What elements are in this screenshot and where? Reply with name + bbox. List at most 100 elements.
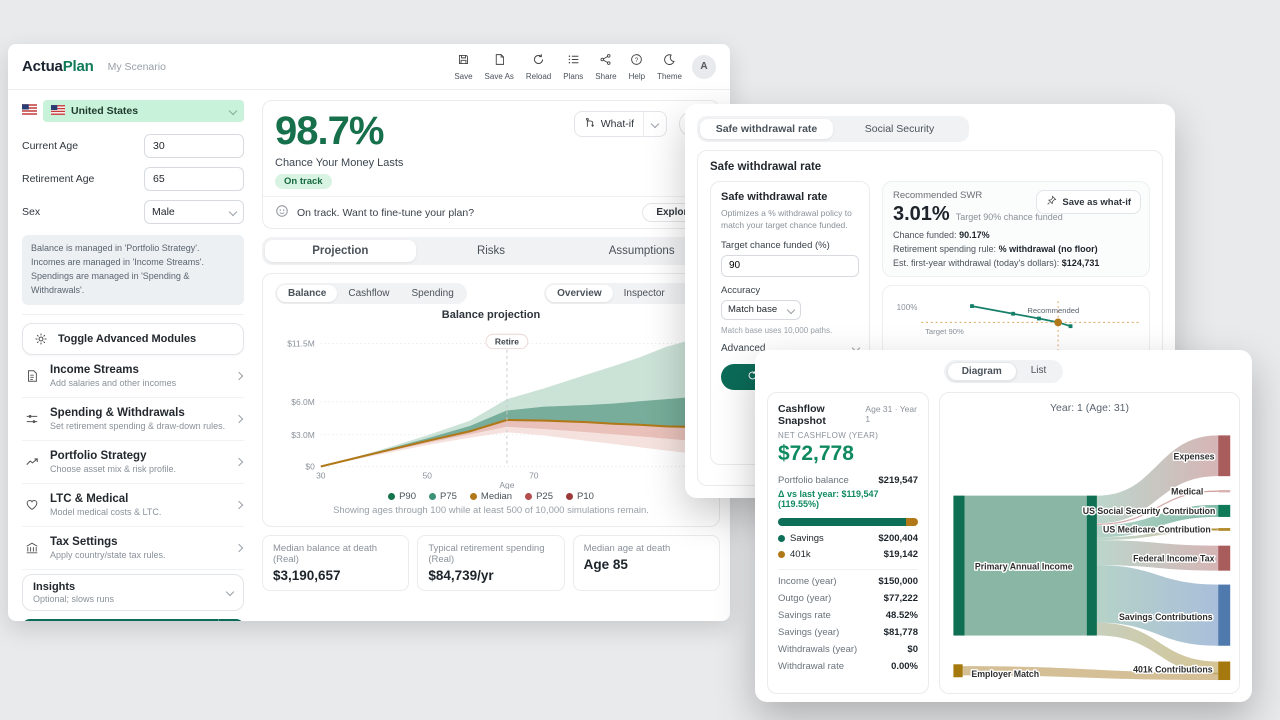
retirement-age-input[interactable] (144, 167, 244, 191)
flow-medical[interactable] (1096, 490, 1219, 525)
subtab-cashflow[interactable]: Cashflow (348, 288, 390, 299)
target-chance-label: Target chance funded (%) (721, 239, 830, 251)
app-header: ActuaPlan My Scenario Save Save As Reloa… (8, 44, 730, 90)
save-button[interactable]: Save (454, 53, 473, 81)
subtab-spending[interactable]: Spending (411, 288, 454, 299)
legend-dot-p25 (525, 493, 533, 500)
run-simulation-split-button: Run Simulation (22, 618, 244, 621)
plans-button[interactable]: Plans (563, 53, 583, 81)
subtab-inspector[interactable]: Inspector (623, 288, 665, 299)
svg-text:100%: 100% (897, 303, 918, 312)
run-simulation-dropdown[interactable] (218, 618, 244, 621)
recommended-swr-card: Recommended SWR 3.01% Target 90% chance f… (882, 181, 1150, 277)
node-medical[interactable] (1218, 490, 1231, 493)
chart-title: Balance projection (441, 309, 541, 321)
what-if-button[interactable]: What-if (575, 117, 643, 132)
svg-text:401k Contributions: 401k Contributions (1133, 665, 1213, 675)
toggle-list[interactable]: List (1030, 365, 1047, 376)
legend-dot-p90 (388, 493, 396, 500)
refresh-icon (747, 370, 758, 384)
snapshot-period: Age 31 · Year 1 (865, 404, 917, 424)
flow-social-security[interactable] (1096, 504, 1219, 538)
tab-assumptions[interactable]: Assumptions (608, 245, 675, 257)
avatar[interactable]: A (692, 54, 716, 79)
chevron-down-icon (650, 119, 660, 129)
node-medicare[interactable] (1218, 528, 1231, 531)
save-as-button[interactable]: Save As (485, 53, 514, 81)
node-social-security[interactable] (1218, 504, 1231, 517)
flow-expenses[interactable] (1096, 435, 1219, 524)
help-button[interactable]: ? Help (629, 53, 645, 81)
svg-text:US Social Security Contributio: US Social Security Contribution (1083, 506, 1216, 516)
chevron-down-icon (786, 305, 796, 314)
insights-toggle[interactable]: Insights Optional; slows runs (22, 573, 244, 611)
sidebar-item-income-streams[interactable]: Income Streams Add salaries and other in… (22, 355, 244, 398)
svg-text:30: 30 (316, 471, 326, 481)
sidebar-item-tax-settings[interactable]: Tax Settings Apply country/state tax rul… (22, 527, 244, 570)
legend-dot-p10 (565, 493, 573, 500)
tab-safe-withdrawal-rate[interactable]: Safe withdrawal rate (700, 119, 833, 139)
advanced-toggle[interactable]: Advanced (721, 343, 861, 354)
country-select[interactable]: United States (43, 100, 244, 122)
module-title: Spending & Withdrawals (50, 406, 185, 419)
target-chance-input[interactable] (721, 254, 859, 277)
node-primary-income[interactable] (953, 495, 965, 636)
tab-social-security[interactable]: Social Security (864, 123, 935, 135)
recommended-value: 3.01% (893, 203, 950, 225)
divider (22, 313, 244, 315)
sidebar-item-portfolio-strategy[interactable]: Portfolio Strategy Choose asset mix & ri… (22, 441, 244, 484)
help-icon: ? (630, 53, 643, 71)
flow-medicare[interactable] (1096, 528, 1219, 541)
save-as-what-if-button[interactable]: Save as what-if (1036, 190, 1141, 214)
svg-text:50: 50 (423, 471, 433, 481)
tab-risks[interactable]: Risks (476, 245, 506, 257)
toggle-advanced-modules-button[interactable]: Toggle Advanced Modules (22, 322, 244, 355)
svg-text:Federal Income Tax: Federal Income Tax (1133, 553, 1214, 563)
sidebar-item-ltc-medical[interactable]: LTC & Medical Model medical costs & LTC. (22, 484, 244, 527)
success-caption: Chance Your Money Lasts (275, 157, 404, 169)
node-federal-tax[interactable] (1218, 545, 1231, 571)
allocation-401k-segment (905, 518, 918, 526)
status-badge: On track (275, 174, 332, 189)
rule-line: Retirement spending rule: % withdrawal (… (893, 244, 1098, 254)
cashflow-sankey-diagram: Primary Annual Income Employer Match Exp… (953, 435, 1231, 681)
chevron-down-icon (228, 207, 238, 217)
node-savings-contributions[interactable] (1218, 584, 1231, 646)
reload-button[interactable]: Reload (526, 53, 551, 81)
flow-federal-tax[interactable] (1096, 540, 1219, 571)
chevron-right-icon (234, 414, 244, 423)
svg-text:$6.0M: $6.0M (291, 397, 314, 407)
sidebar-item-spending-withdrawals[interactable]: Spending & Withdrawals Set retirement sp… (22, 398, 244, 441)
module-title: Portfolio Strategy (50, 449, 147, 462)
node-401k-contributions[interactable] (1218, 661, 1231, 681)
app-logo: ActuaPlan (22, 58, 94, 75)
flow-401k[interactable] (1096, 622, 1219, 675)
node-income-hub[interactable] (1086, 495, 1097, 636)
reload-icon (532, 53, 545, 71)
sidebar: United States Current Age Retirement Age… (8, 90, 256, 621)
run-simulation-button[interactable]: Run Simulation (22, 619, 218, 621)
sex-select[interactable]: Male (144, 200, 244, 224)
node-expenses[interactable] (1218, 435, 1231, 477)
balance-projection-chart: $11.5M $6.0M $3.0M $0 Retire 30 50 70 Ag… (287, 333, 698, 489)
success-percent: 98.7% (275, 109, 384, 153)
theme-button[interactable]: Theme (657, 53, 682, 81)
delta-vs-last-year: Δ vs last year: $119,547 (119.55%) (778, 489, 879, 509)
current-age-input[interactable] (144, 134, 244, 158)
toggle-diagram[interactable]: Diagram (946, 362, 1017, 381)
subtab-overview[interactable]: Overview (546, 285, 613, 302)
node-employer-match[interactable] (953, 664, 963, 678)
stat-typical-spending: Typical retirement spending (Real) $84,7… (417, 535, 565, 591)
flow-savings[interactable] (1096, 565, 1219, 646)
tab-projection[interactable]: Projection (265, 240, 416, 262)
subtab-balance[interactable]: Balance (277, 285, 338, 302)
stat-median-balance: Median balance at death (Real) $3,190,65… (262, 535, 410, 591)
allocation-savings-segment (778, 518, 906, 526)
theme-icon (663, 53, 676, 71)
flow-employer-match[interactable] (962, 666, 1219, 681)
chance-funded-line: Chance funded: 90.17% (893, 230, 990, 240)
share-button[interactable]: Share (595, 53, 617, 81)
accuracy-select[interactable]: Match base (721, 299, 801, 320)
alloc-row-savings: Savings $200,404 (778, 533, 918, 544)
what-if-dropdown[interactable] (643, 112, 666, 136)
